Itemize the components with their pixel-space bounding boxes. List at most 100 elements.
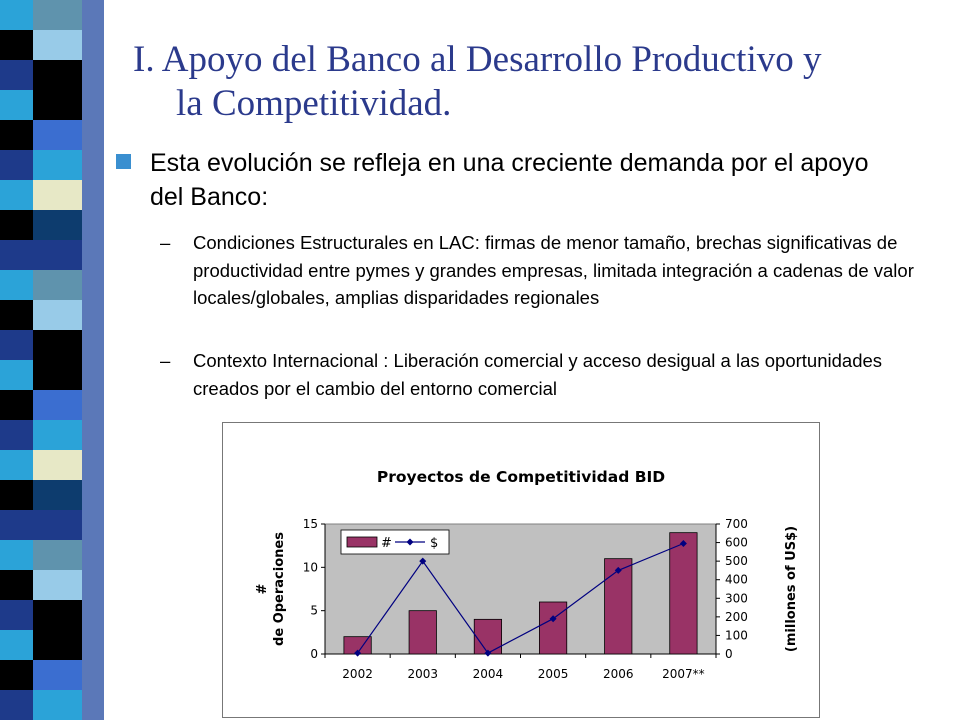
y2-axis-title: (millones of US$) (784, 526, 799, 652)
stripe-block (33, 180, 82, 210)
stripe-block (33, 420, 82, 450)
stripe-block (33, 240, 82, 270)
right-tick-label: 500 (725, 554, 748, 568)
stripe-block (33, 330, 82, 360)
stripe-block (0, 390, 33, 420)
stripe-block (0, 450, 33, 480)
stripe-block (0, 30, 33, 60)
stripe-block (0, 660, 33, 690)
right-tick-label: 600 (725, 536, 748, 550)
stripe-block (0, 630, 33, 660)
series-line (357, 542, 684, 654)
x-tick-label: 2007** (662, 667, 705, 681)
stripe-block (0, 0, 33, 30)
x-tick-label: 2006 (603, 667, 634, 681)
y-axis-title-line2: de Operaciones (272, 532, 287, 646)
stripe-block (0, 420, 33, 450)
left-tick-label: 0 (310, 647, 318, 661)
chart-container: Proyectos de Competitividad BID 0 5 10 15 0 1… (222, 422, 820, 718)
series-point (484, 649, 492, 657)
stripe-block (0, 480, 33, 510)
stripe-block (33, 630, 82, 660)
stripe-block (33, 300, 82, 330)
bar (473, 618, 503, 655)
stripe-block (33, 90, 82, 120)
series-point (419, 557, 427, 565)
stripe-block (0, 330, 33, 360)
series-point (549, 615, 557, 623)
sub-bullet-text: Condiciones Estructurales en LAC: firmas… (193, 232, 914, 308)
stripe-block (33, 390, 82, 420)
x-tick-label: 2004 (473, 667, 504, 681)
stripe-block (0, 210, 33, 240)
stripe-block (0, 180, 33, 210)
left-tick-label: 15 (303, 517, 318, 531)
dash-icon: – (160, 350, 171, 371)
series-point (354, 649, 362, 657)
legend-swatch-bar (346, 536, 378, 548)
stripe-block (33, 150, 82, 180)
stripe-block (33, 30, 82, 60)
stripe-block (33, 570, 82, 600)
stripe-block (33, 210, 82, 240)
legend-label: $ (430, 536, 438, 551)
stripe-block (0, 270, 33, 300)
sub-bullet-text: Contexto Internacional : Liberación come… (193, 350, 883, 399)
stripe-block (0, 240, 33, 270)
bar (669, 532, 698, 655)
main-bullet: Esta evolución se refleja en una crecien… (116, 146, 906, 214)
stripe-block (33, 120, 82, 150)
stripe-block (33, 360, 82, 390)
decorative-stripe-line (82, 0, 104, 720)
stripe-block (33, 690, 82, 720)
legend-swatch-marker (406, 538, 414, 546)
y-axis-title-line1: # (255, 583, 270, 594)
bar (408, 610, 437, 655)
stripe-block (0, 600, 33, 630)
right-tick-label: 200 (725, 610, 748, 624)
stripe-block (0, 510, 33, 540)
left-tick-label: 10 (303, 560, 318, 574)
stripe-block (33, 0, 82, 30)
dash-icon: – (160, 232, 171, 253)
x-tick-label: 2002 (342, 667, 373, 681)
series-point (614, 566, 622, 574)
x-tick-label: 2003 (407, 667, 438, 681)
stripe-block (33, 510, 82, 540)
stripe-block (0, 570, 33, 600)
legend-label: # (381, 536, 392, 551)
main-bullet-text: Esta evolución se refleja en una crecien… (150, 149, 869, 211)
decorative-stripe-bar (0, 0, 110, 720)
x-tick-label: 2005 (538, 667, 569, 681)
stripe-block (33, 60, 82, 90)
right-tick-label: 0 (725, 647, 733, 661)
stripe-block (33, 660, 82, 690)
stripe-block (33, 270, 82, 300)
stripe-block (0, 360, 33, 390)
stripe-block (0, 60, 33, 90)
stripe-block (33, 450, 82, 480)
right-tick-label: 300 (725, 591, 748, 605)
chart-title: Proyectos de Competitividad BID (376, 468, 666, 486)
stripe-block (0, 300, 33, 330)
bar (538, 601, 568, 655)
sub-bullet: – Condiciones Estructurales en LAC: firm… (160, 229, 920, 312)
chart-svg: 0 5 10 15 0 100 200 300 400 500 600 700 2002 2003 2004… (255, 517, 799, 681)
stripe-block (33, 480, 82, 510)
slide-title: I. Apoyo del Banco al Desarrollo Product… (133, 38, 943, 126)
title-line-2: la Competitividad. (176, 83, 452, 124)
stripe-block (0, 120, 33, 150)
right-tick-label: 100 (725, 628, 748, 642)
bullet-square-icon (116, 154, 131, 169)
y-axis-title: # de Operaciones (255, 532, 287, 646)
stripe-block (33, 540, 82, 570)
sub-bullet: – Contexto Internacional : Liberación co… (160, 347, 920, 402)
stripe-block (0, 150, 33, 180)
stripe-block (0, 90, 33, 120)
stripe-block (0, 690, 33, 720)
stripe-block (0, 540, 33, 570)
right-tick-label: 700 (725, 517, 748, 531)
right-tick-label: 400 (725, 573, 748, 587)
series-point (679, 540, 687, 547)
left-tick-label: 5 (310, 604, 318, 618)
